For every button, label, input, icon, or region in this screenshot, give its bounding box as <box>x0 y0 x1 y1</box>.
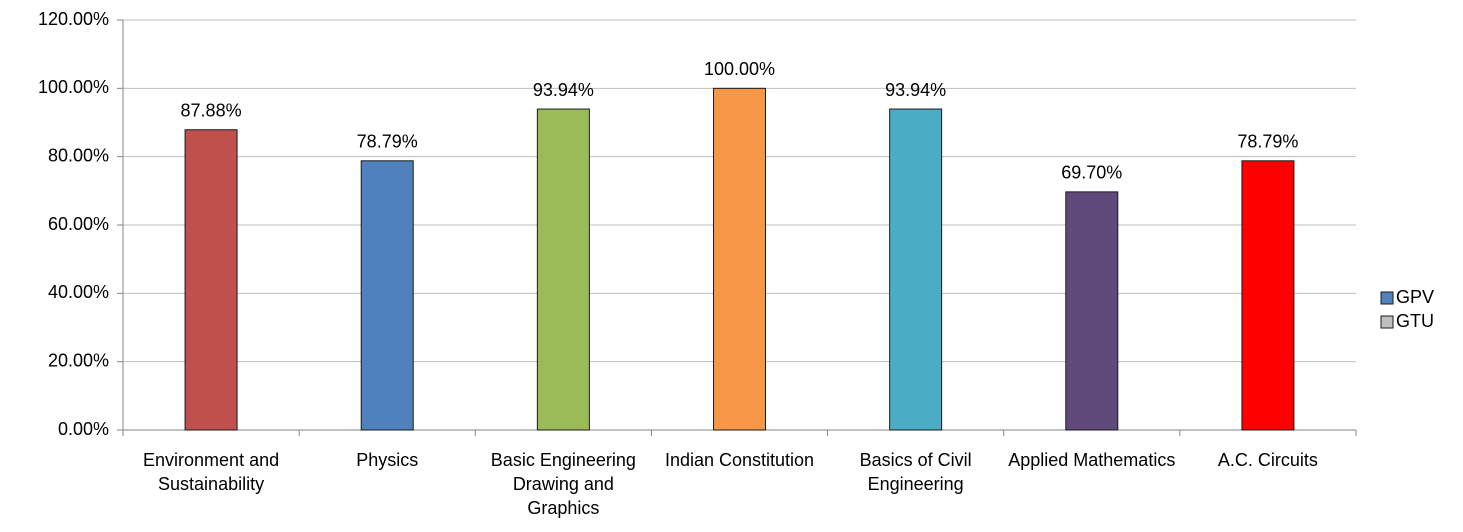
value-label: 93.94% <box>533 80 594 100</box>
y-tick-label: 60.00% <box>48 214 109 234</box>
bar <box>184 129 238 431</box>
bar <box>1065 191 1119 431</box>
bar <box>713 87 766 431</box>
x-tick-label: Indian Constitution <box>664 450 815 470</box>
bar <box>360 160 414 431</box>
value-label: 78.79% <box>357 132 418 152</box>
bar <box>889 108 943 431</box>
y-tick-label: 20.00% <box>48 350 109 370</box>
x-tick-label: Environment and Sustainability <box>143 450 280 494</box>
x-tick-label: Basic Engineering Drawing and Graphics <box>490 450 636 518</box>
y-tick-label: 120.00% <box>38 9 109 29</box>
x-tick-label: Physics <box>356 450 419 470</box>
value-label: 93.94% <box>885 80 946 100</box>
legend-swatch <box>1380 315 1394 329</box>
bar <box>536 108 590 431</box>
value-label: 69.70% <box>1061 163 1122 183</box>
y-tick-label: 80.00% <box>48 145 109 165</box>
x-tick-label: Basics of Civil Engineering <box>859 450 972 494</box>
value-label: 100.00% <box>704 59 775 79</box>
y-tick-label: 100.00% <box>38 77 109 97</box>
legend-label: GPV <box>1396 287 1434 307</box>
legend-label: GTU <box>1396 311 1434 331</box>
value-label: 87.88% <box>181 100 242 120</box>
bar <box>1241 160 1295 431</box>
x-tick-label: Applied Mathematics <box>1008 450 1176 470</box>
y-tick-label: 40.00% <box>48 282 109 302</box>
legend-swatch <box>1380 291 1394 305</box>
x-tick-label: A.C. Circuits <box>1217 450 1318 470</box>
value-label: 78.79% <box>1237 132 1298 152</box>
y-tick-label: 0.00% <box>58 419 109 439</box>
